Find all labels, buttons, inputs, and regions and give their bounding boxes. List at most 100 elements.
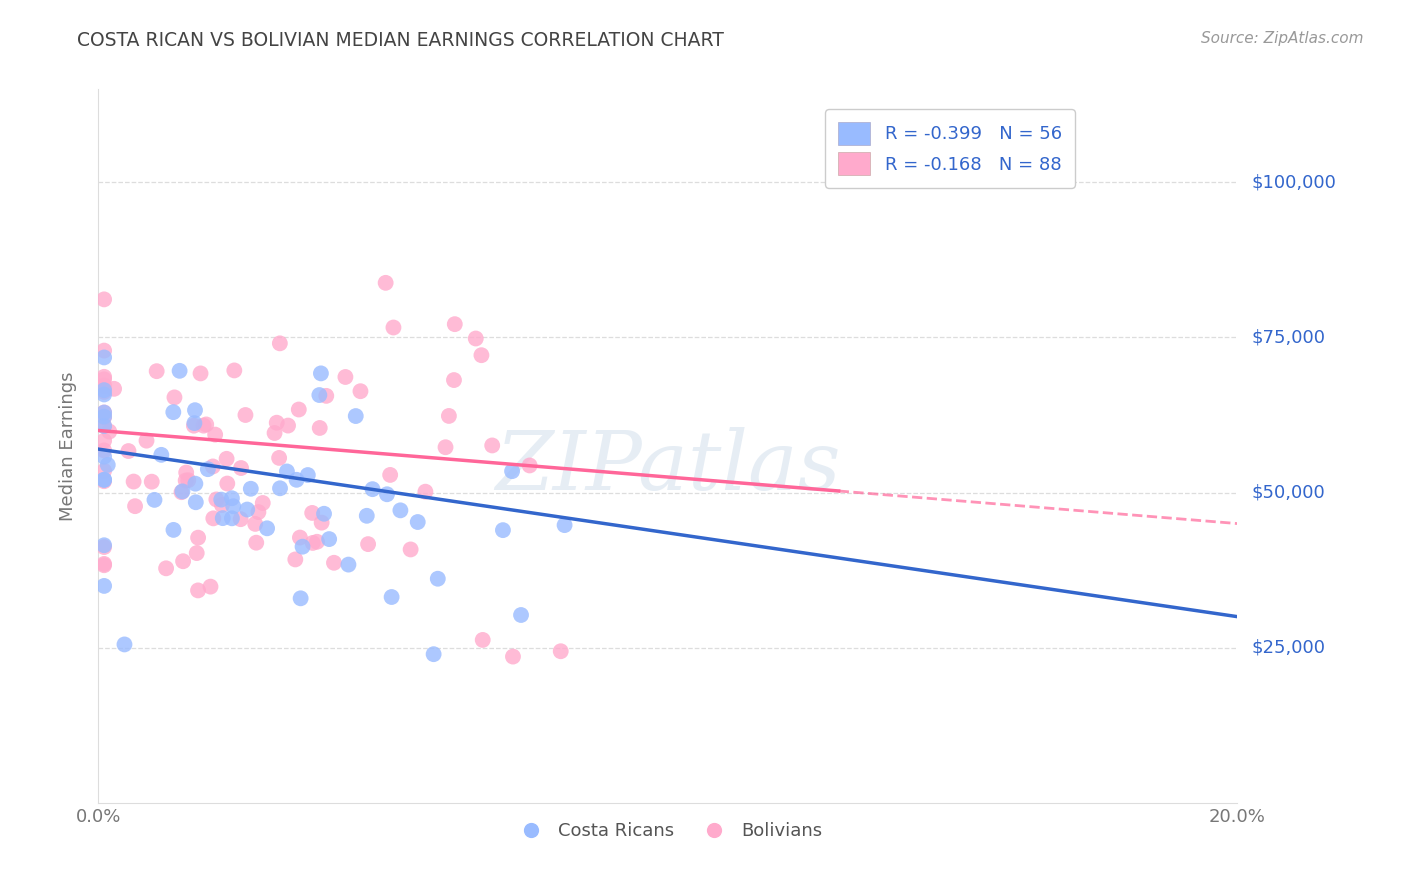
Point [93, 351, 115, 365]
Legend: Costa Ricans, Bolivians: Costa Ricans, Bolivians [506, 815, 830, 847]
Point [172, 554, 194, 568]
Point [374, 276, 396, 290]
Point [464, 331, 486, 345]
Point [269, 450, 291, 465]
Point [297, 468, 319, 483]
Point [184, 403, 207, 417]
Point [269, 336, 291, 351]
Point [93, 372, 115, 386]
Point [193, 418, 215, 433]
Text: $50,000: $50,000 [1251, 483, 1324, 501]
Point [221, 491, 243, 506]
Point [245, 516, 267, 531]
Point [93, 473, 115, 487]
Point [169, 364, 191, 378]
Point [197, 462, 219, 476]
Point [103, 382, 125, 396]
Point [93, 406, 115, 420]
Point [93, 434, 115, 448]
Point [93, 387, 115, 401]
Point [211, 498, 233, 512]
Point [93, 419, 115, 434]
Point [183, 418, 205, 433]
Point [98, 425, 121, 439]
Point [356, 508, 378, 523]
Point [187, 583, 209, 598]
Point [229, 461, 252, 475]
Point [318, 532, 340, 546]
Point [305, 534, 328, 549]
Point [93, 538, 115, 552]
Point [492, 523, 515, 537]
Text: $25,000: $25,000 [1251, 639, 1326, 657]
Point [422, 647, 444, 661]
Point [502, 649, 524, 664]
Point [93, 540, 115, 554]
Point [202, 511, 225, 525]
Point [389, 503, 412, 517]
Point [162, 405, 184, 419]
Point [215, 451, 238, 466]
Point [217, 476, 239, 491]
Text: $75,000: $75,000 [1251, 328, 1326, 346]
Point [184, 495, 207, 509]
Point [205, 492, 228, 507]
Point [308, 388, 330, 402]
Point [550, 644, 572, 658]
Point [381, 590, 404, 604]
Point [172, 484, 194, 499]
Point [93, 579, 115, 593]
Point [301, 536, 323, 550]
Point [93, 383, 115, 397]
Point [124, 499, 146, 513]
Point [93, 405, 115, 419]
Point [288, 531, 311, 545]
Point [93, 343, 115, 358]
Point [399, 542, 422, 557]
Point [361, 482, 384, 496]
Point [312, 507, 335, 521]
Point [415, 484, 437, 499]
Point [263, 425, 285, 440]
Point [443, 373, 465, 387]
Point [426, 572, 449, 586]
Point [145, 364, 167, 378]
Point [222, 500, 245, 514]
Point [285, 473, 308, 487]
Point [510, 607, 533, 622]
Point [323, 556, 346, 570]
Point [380, 467, 402, 482]
Point [162, 523, 184, 537]
Point [288, 402, 311, 417]
Point [93, 464, 115, 478]
Text: Source: ZipAtlas.com: Source: ZipAtlas.com [1201, 31, 1364, 46]
Point [357, 537, 380, 551]
Point [93, 558, 115, 573]
Point [93, 409, 115, 424]
Point [93, 557, 115, 571]
Point [335, 370, 357, 384]
Point [481, 438, 503, 452]
Point [470, 348, 492, 362]
Point [97, 458, 120, 472]
Point [239, 482, 262, 496]
Text: ZIPatlas: ZIPatlas [495, 427, 841, 508]
Point [224, 363, 246, 377]
Point [184, 476, 207, 491]
Point [93, 450, 115, 464]
Point [177, 473, 200, 487]
Point [143, 492, 166, 507]
Point [229, 512, 252, 526]
Point [163, 390, 186, 404]
Point [276, 465, 298, 479]
Point [315, 389, 337, 403]
Point [170, 485, 193, 500]
Point [93, 418, 115, 433]
Point [186, 546, 208, 560]
Point [236, 502, 259, 516]
Point [235, 408, 257, 422]
Point [311, 516, 333, 530]
Point [93, 369, 115, 384]
Point [245, 535, 267, 549]
Point [349, 384, 371, 399]
